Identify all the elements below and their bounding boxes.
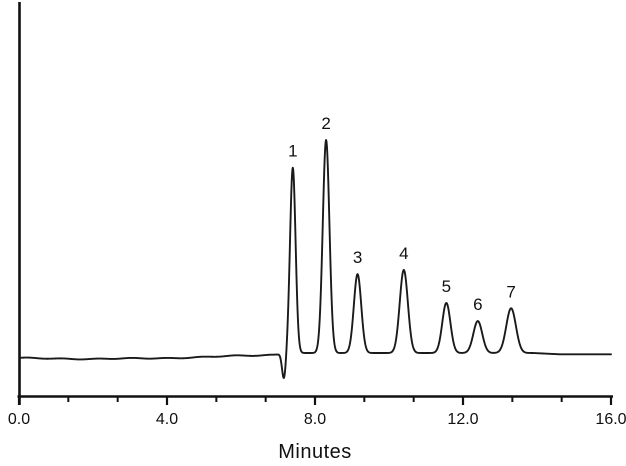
peak-label: 4 xyxy=(399,244,408,263)
peak-label: 3 xyxy=(353,248,362,267)
x-axis-title: Minutes xyxy=(278,441,352,463)
peak-label: 7 xyxy=(506,282,515,301)
x-tick-label: 8.0 xyxy=(304,411,326,428)
x-tick-label: 0.0 xyxy=(8,411,30,428)
peak-label: 1 xyxy=(288,142,297,161)
chromatogram-trace xyxy=(19,139,612,379)
x-tick-label: 12.0 xyxy=(447,411,478,428)
x-tick-label: 16.0 xyxy=(595,411,626,428)
trace-group xyxy=(19,139,612,379)
peak-label: 2 xyxy=(321,114,330,133)
peak-label: 6 xyxy=(473,295,482,314)
peak-labels-group: 1 2 3 4 5 6 7 xyxy=(288,114,516,314)
peak-label: 5 xyxy=(442,277,451,296)
axes-group: 0.0 4.0 8.0 12.0 16.0 xyxy=(8,2,626,428)
x-tick-label: 4.0 xyxy=(156,411,178,428)
